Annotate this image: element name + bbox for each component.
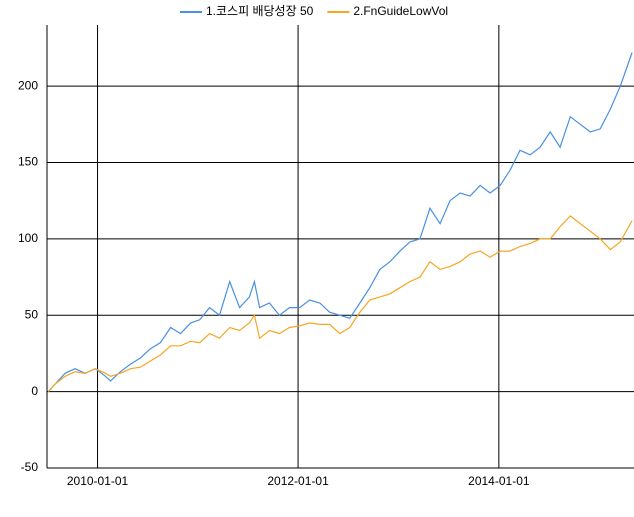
y-tick-label: 0 <box>31 384 38 398</box>
y-tick-label: 100 <box>18 231 38 245</box>
x-tick-label: 2010-01-01 <box>67 474 129 488</box>
legend-label: 1.코스피 배당성장 50 <box>206 4 314 18</box>
y-tick-label: 150 <box>18 155 38 169</box>
y-tick-label: -50 <box>21 460 39 474</box>
legend-label: 2.FnGuideLowVol <box>353 4 448 18</box>
x-tick-label: 2014-01-01 <box>468 474 530 488</box>
series-line <box>47 215 633 393</box>
x-tick-label: 2012-01-01 <box>267 474 329 488</box>
y-tick-label: 50 <box>25 307 39 321</box>
y-tick-label: 200 <box>18 78 38 92</box>
series-line <box>47 52 633 393</box>
